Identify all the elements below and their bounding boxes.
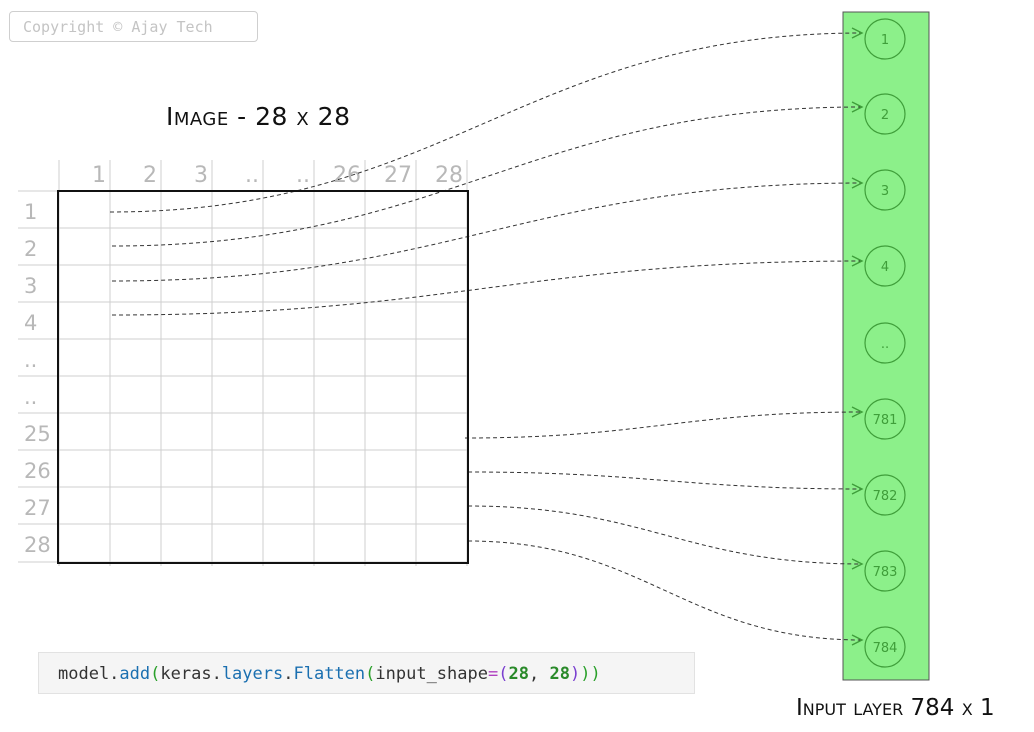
code-paren-2-close: ) — [580, 664, 591, 684]
arrow-head — [851, 634, 864, 646]
code-paren-1-close: ) — [590, 664, 601, 684]
column-label: 3 — [194, 163, 208, 188]
row-label: .. — [24, 385, 37, 409]
flatten-arrow — [467, 471, 863, 490]
code-add: add — [119, 664, 151, 684]
column-label: 27 — [384, 163, 412, 188]
flatten-arrow — [111, 260, 863, 316]
neuron-label: .. — [881, 337, 889, 352]
code-layers: layers — [221, 664, 284, 684]
neuron — [864, 474, 906, 516]
input-layer-title: Input layer 784 x 1 — [796, 695, 995, 721]
neuron — [864, 93, 906, 135]
row-label: 26 — [24, 459, 51, 483]
neuron-label: 2 — [881, 108, 889, 123]
arrow-head — [851, 483, 864, 495]
neuron — [864, 398, 906, 440]
flatten-arrow — [111, 182, 863, 282]
flatten-arrow — [109, 32, 863, 213]
neuron — [864, 18, 906, 60]
code-model: model. — [58, 664, 120, 684]
column-labels: 1 2 3.... 26 27 28 — [92, 163, 463, 188]
row-label: 27 — [24, 496, 51, 520]
copyright-watermark: Copyright © Ajay Tech — [9, 11, 258, 42]
code-paren-2: ( — [365, 664, 376, 684]
column-label: 2 — [143, 163, 157, 188]
code-param: input_shape — [375, 664, 488, 684]
neuron — [864, 245, 906, 287]
arrow-head — [851, 177, 864, 189]
code-num-2: 28 — [549, 664, 570, 684]
column-label: .. — [296, 163, 310, 188]
neuron-label: 1 — [881, 33, 889, 48]
arrow-head — [851, 27, 864, 39]
arrow-head — [851, 406, 864, 418]
neuron — [864, 322, 906, 364]
flatten-arrow — [467, 505, 863, 565]
neuron-label: 781 — [873, 413, 898, 428]
code-num-1: 28 — [508, 664, 529, 684]
row-label: 2 — [24, 237, 37, 261]
image-title: Image - 28 x 28 — [166, 102, 351, 131]
column-label: .. — [245, 163, 259, 188]
image-border — [57, 190, 469, 564]
row-label: .. — [24, 348, 37, 372]
code-paren-3: ( — [498, 664, 509, 684]
column-label: 28 — [435, 163, 463, 188]
neuron — [864, 626, 906, 668]
row-label: 1 — [24, 200, 37, 224]
neuron — [864, 169, 906, 211]
row-labels: 1 2 3 4.... 25 26 27 28 — [24, 200, 51, 557]
row-label: 3 — [24, 274, 37, 298]
code-equals: = — [487, 664, 499, 684]
neuron-label: 784 — [873, 641, 898, 656]
row-label: 25 — [24, 422, 51, 446]
image-grid — [18, 160, 468, 566]
row-label: 4 — [24, 311, 37, 335]
neuron-label: 4 — [881, 260, 889, 275]
column-label: 1 — [92, 163, 106, 188]
neuron-label: 783 — [873, 565, 898, 580]
code-keras: keras. — [160, 664, 222, 684]
neuron-label: 782 — [873, 489, 898, 504]
code-flatten: Flatten — [293, 664, 366, 684]
arrow-head — [851, 101, 864, 113]
neuron — [864, 550, 906, 592]
code-dot: . — [283, 664, 294, 684]
input-layer-box — [842, 11, 930, 681]
code-paren-3-close: ) — [569, 664, 581, 684]
row-label: 28 — [24, 533, 51, 557]
code-snippet: model.add(keras.layers.Flatten(input_sha… — [38, 652, 695, 694]
flatten-arrow — [111, 106, 863, 247]
code-paren-1: ( — [150, 664, 161, 684]
column-label: 26 — [333, 163, 361, 188]
arrow-head — [851, 558, 864, 570]
arrow-head — [851, 255, 864, 267]
flatten-arrow — [467, 540, 863, 641]
flatten-arrow — [464, 411, 863, 439]
neuron-label: 3 — [881, 184, 889, 199]
pixel-to-neuron-arrows — [109, 27, 864, 646]
code-comma: , — [528, 664, 550, 684]
neurons: 1 2 3 4.. 781 782 783 784 — [864, 18, 906, 668]
